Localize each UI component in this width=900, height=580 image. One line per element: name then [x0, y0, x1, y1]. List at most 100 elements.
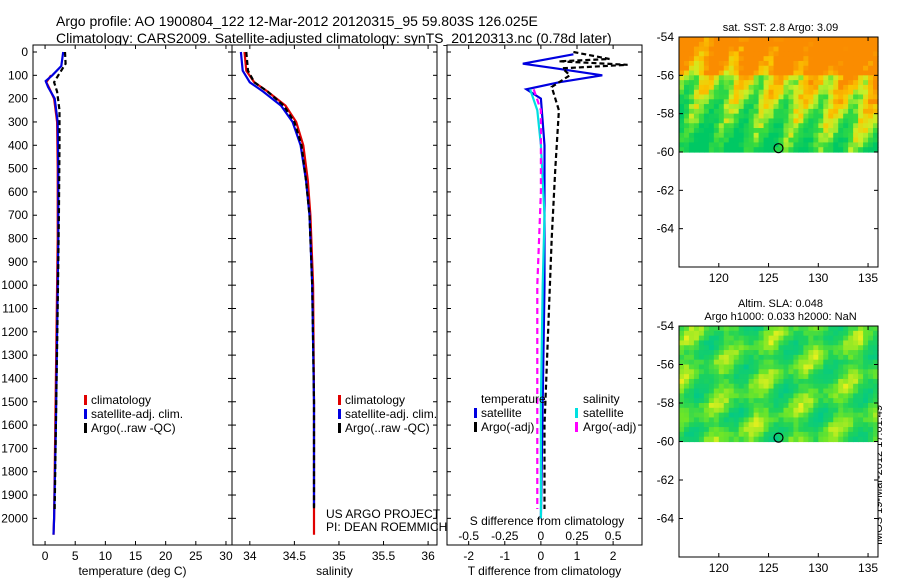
- heatmap-cell: [688, 326, 695, 332]
- heatmap-cell: [743, 354, 750, 361]
- heatmap-cell: [783, 364, 790, 370]
- heatmap-cell: [713, 345, 720, 351]
- heatmap-cell: [858, 326, 864, 332]
- heatmap-cell: [783, 128, 790, 134]
- heatmap-cell: [728, 108, 735, 115]
- heatmap-cell: [698, 383, 705, 390]
- heatmap-cell: [868, 60, 874, 67]
- heatmap-cell: [708, 407, 715, 414]
- heatmap-cell: [743, 80, 750, 86]
- heatmap-cell: [818, 84, 824, 91]
- heatmap-cell: [773, 374, 780, 380]
- argo-position-marker: [773, 143, 784, 154]
- heatmap-cell: [703, 378, 710, 385]
- heatmap-cell: [728, 118, 735, 124]
- heatmap-cell: [773, 350, 780, 356]
- heatmap-cell: [728, 359, 735, 366]
- heatmap-cell: [703, 142, 710, 148]
- heatmap-cell: [723, 403, 730, 409]
- heatmap-cell: [813, 393, 819, 399]
- heatmap-cell: [873, 46, 879, 52]
- heatmap-cell: [813, 75, 819, 81]
- heatmap-cell: [758, 51, 765, 57]
- heatmap-cell: [858, 364, 864, 370]
- heatmap-cell: [828, 80, 834, 86]
- heatmap-cell: [788, 359, 795, 366]
- heatmap-cell: [743, 364, 750, 370]
- heatmap-cell: [798, 70, 804, 76]
- heatmap-cell: [703, 354, 710, 361]
- heatmap-cell: [753, 359, 760, 366]
- heatmap-cell: [858, 412, 864, 419]
- heatmap-cell: [683, 417, 690, 423]
- heatmap-cell: [843, 350, 849, 356]
- heatmap-cell: [728, 350, 735, 356]
- heatmap-cell: [873, 37, 879, 43]
- heatmap-cell: [773, 369, 780, 375]
- heatmap-cell: [763, 37, 770, 43]
- heatmap-cell: [718, 398, 725, 404]
- map-x-tick-label: 130: [808, 561, 828, 575]
- map-y-tick-label: -54: [657, 30, 675, 44]
- heatmap-cell: [738, 364, 745, 370]
- heatmap-cell: [778, 94, 785, 100]
- heatmap-cell: [718, 41, 725, 48]
- heatmap-cell: [813, 118, 819, 124]
- heatmap-cell: [858, 104, 864, 110]
- heatmap-cell: [723, 142, 730, 148]
- heatmap-cell: [723, 326, 730, 332]
- y-tick-label: 0: [21, 45, 28, 59]
- heatmap-cell: [803, 132, 809, 139]
- heatmap-cell: [733, 89, 740, 96]
- heatmap-cell: [778, 335, 785, 342]
- heatmap-cell: [693, 89, 700, 96]
- heatmap-cell: [758, 89, 765, 96]
- heatmap-cell: [823, 84, 829, 91]
- heatmap-cell: [753, 89, 760, 96]
- heatmap-cell: [873, 99, 879, 105]
- heatmap-cell: [823, 431, 829, 438]
- heatmap-cell: [863, 383, 869, 390]
- heatmap-cell: [788, 335, 795, 342]
- heatmap-cell: [833, 364, 839, 370]
- heatmap-cell: [698, 70, 705, 76]
- heatmap-cell: [863, 364, 869, 370]
- heatmap-cell: [748, 374, 755, 380]
- heatmap-cell: [803, 99, 809, 105]
- heatmap-cell: [833, 383, 839, 390]
- heatmap-cell: [708, 393, 715, 399]
- heatmap-cell: [753, 407, 760, 414]
- heatmap-cell: [733, 330, 740, 337]
- heatmap-cell: [863, 354, 869, 361]
- heatmap-cell: [788, 84, 795, 91]
- heatmap-cell: [778, 369, 785, 375]
- heatmap-cell: [808, 374, 814, 380]
- heatmap-cell: [808, 393, 814, 399]
- heatmap-cell: [693, 436, 700, 443]
- heatmap-cell: [853, 393, 859, 399]
- heatmap-cell: [693, 94, 700, 100]
- heatmap-cell: [813, 431, 819, 438]
- heatmap-cell: [703, 132, 710, 139]
- heatmap-cell: [733, 70, 740, 76]
- heatmap-cell: [858, 369, 864, 375]
- heatmap-cell: [688, 374, 695, 380]
- heatmap-cell: [783, 113, 790, 120]
- heatmap-cell: [843, 403, 849, 409]
- x-tick-label: 1: [574, 549, 581, 563]
- heatmap-cell: [763, 340, 770, 346]
- heatmap-cell: [848, 350, 854, 356]
- heatmap-cell: [863, 407, 869, 414]
- heatmap-cell: [708, 417, 715, 423]
- heatmap-cell: [679, 354, 685, 361]
- heatmap-cell: [833, 113, 839, 120]
- heatmap-cell: [728, 374, 735, 380]
- map-y-tick-label: -56: [657, 358, 675, 372]
- heatmap-cell: [868, 147, 874, 153]
- heatmap-cell: [768, 46, 775, 52]
- series-line-3: [532, 88, 543, 509]
- heatmap-cell: [693, 41, 700, 48]
- heatmap-cell: [818, 137, 824, 144]
- heatmap-cell: [693, 374, 700, 380]
- heatmap-cell: [868, 407, 874, 414]
